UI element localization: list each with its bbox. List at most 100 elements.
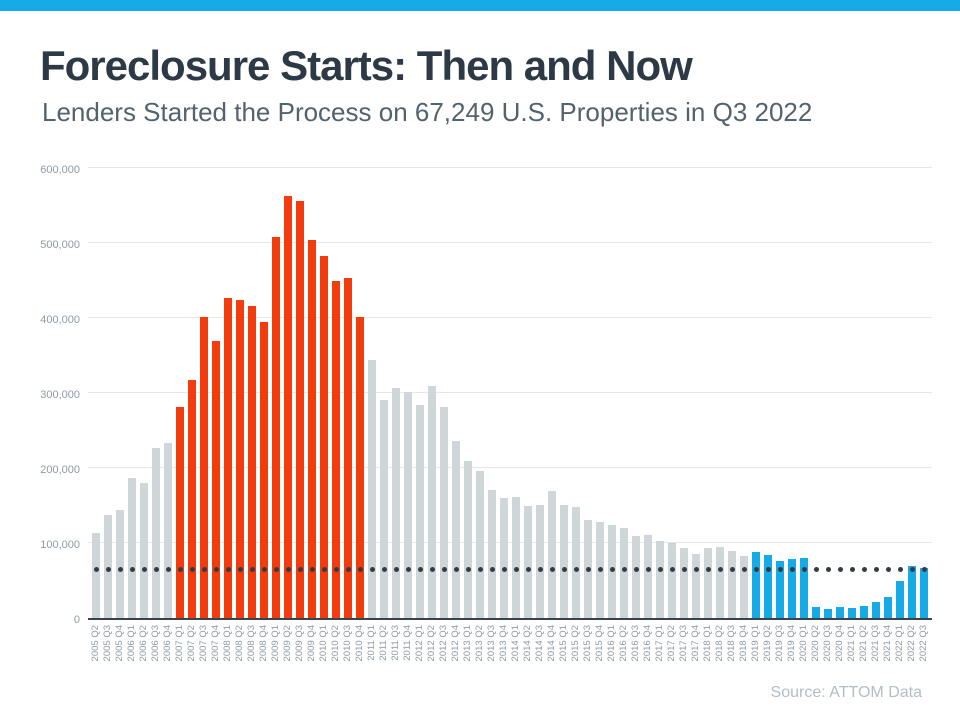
x-tick-slot: 2008 Q3 [246, 625, 257, 677]
bar-2021-q2 [860, 606, 868, 618]
x-tick-label: 2013 Q2 [474, 625, 485, 662]
reference-dot-slot [740, 567, 748, 573]
bar-2018-q3 [728, 551, 736, 618]
bar-2006-q1 [128, 477, 136, 618]
x-tick-slot: 2021 Q1 [846, 625, 857, 677]
bar-2008-q2 [236, 300, 244, 618]
reference-dot-slot [644, 567, 652, 573]
bar-2012-q1 [416, 405, 424, 618]
reference-dot [381, 567, 387, 573]
reference-dot-slot [572, 567, 580, 573]
x-tick-label: 2015 Q3 [582, 625, 593, 662]
x-tick-slot: 2014 Q4 [546, 625, 557, 677]
reference-dot [429, 567, 435, 573]
x-tick-slot: 2022 Q1 [894, 625, 905, 677]
bar-2010-q3 [344, 278, 352, 618]
x-tick-slot: 2018 Q3 [726, 625, 737, 677]
bar-2005-q3 [104, 515, 112, 618]
reference-dot-slot [728, 567, 736, 573]
reference-dot-slot [416, 567, 424, 573]
reference-dot-slot [92, 567, 100, 573]
x-tick-slot: 2017 Q3 [678, 625, 689, 677]
x-tick-label: 2018 Q3 [726, 625, 737, 662]
reference-dot [753, 567, 759, 573]
reference-dot [825, 567, 831, 573]
x-tick-slot: 2008 Q2 [234, 625, 245, 677]
x-tick-slot: 2008 Q1 [222, 625, 233, 677]
reference-dot-slot [440, 567, 448, 573]
bar-2017-q2 [668, 543, 676, 618]
reference-dot-slot [560, 567, 568, 573]
x-tick-label: 2016 Q4 [642, 625, 653, 662]
reference-dot-slot [512, 567, 520, 573]
reference-dot-slot [308, 567, 316, 573]
bar-2013-q4 [500, 498, 508, 618]
reference-dot-slot [884, 567, 892, 573]
bar-2014-q1 [512, 496, 520, 618]
x-tick-label: 2005 Q3 [102, 625, 113, 662]
reference-dot [321, 567, 327, 573]
x-tick-label: 2021 Q4 [882, 625, 893, 662]
bar-2019-q3 [776, 561, 784, 618]
x-tick-slot: 2020 Q1 [798, 625, 809, 677]
reference-dot-slot [632, 567, 640, 573]
reference-dot-slot [404, 567, 412, 573]
x-tick-label: 2011 Q3 [390, 625, 401, 661]
reference-dot [633, 567, 639, 573]
x-tick-label: 2015 Q1 [558, 625, 569, 662]
reference-dot-slot [392, 567, 400, 573]
bar-2017-q1 [656, 540, 664, 618]
reference-dot [573, 567, 579, 573]
reference-dot [621, 567, 627, 573]
reference-dot-slot [368, 567, 376, 573]
reference-dot-slot [524, 567, 532, 573]
reference-dot [405, 567, 411, 573]
reference-dot [357, 567, 363, 573]
x-tick-label: 2019 Q4 [786, 625, 797, 662]
x-tick-slot: 2019 Q3 [774, 625, 785, 677]
reference-dot-slot [128, 567, 136, 573]
bar-2021-q4 [884, 597, 892, 618]
reference-dot [465, 567, 471, 573]
reference-dot [93, 567, 99, 573]
reference-dot-slot [668, 567, 676, 573]
bar-2009-q3 [296, 201, 304, 618]
reference-dot [681, 567, 687, 573]
bar-2010-q2 [332, 281, 340, 618]
bar-2014-q3 [536, 504, 544, 618]
bar-2020-q1 [800, 558, 808, 618]
bar-2020-q2 [812, 606, 820, 618]
x-tick-label: 2012 Q3 [438, 625, 449, 662]
reference-dot-slot [356, 567, 364, 573]
x-tick-label: 2009 Q4 [306, 625, 317, 662]
reference-dot-slot [908, 567, 916, 573]
bar-2011-q3 [392, 387, 400, 618]
x-tick-slot: 2011 Q4 [402, 625, 413, 677]
gridline [88, 317, 932, 318]
reference-dot-slot [320, 567, 328, 573]
reference-dot [177, 567, 183, 573]
reference-dot [201, 567, 207, 573]
x-tick-label: 2019 Q3 [774, 625, 785, 662]
x-tick-slot: 2015 Q4 [594, 625, 605, 677]
reference-dot [297, 567, 303, 573]
reference-dot [645, 567, 651, 573]
bars [92, 170, 928, 618]
reference-dot [861, 567, 867, 573]
reference-dot [285, 567, 291, 573]
x-tick-label: 2010 Q4 [354, 625, 365, 662]
bar-2014-q2 [524, 506, 532, 618]
reference-dot-slot [284, 567, 292, 573]
x-tick-label: 2014 Q4 [546, 625, 557, 662]
reference-dot [165, 567, 171, 573]
reference-dot [585, 567, 591, 573]
x-tick-slot: 2014 Q3 [534, 625, 545, 677]
reference-dot-slot [824, 567, 832, 573]
reference-dot-slot [812, 567, 820, 573]
x-tick-label: 2007 Q1 [174, 625, 185, 662]
x-tick-slot: 2007 Q1 [174, 625, 185, 677]
x-tick-label: 2006 Q1 [126, 625, 137, 662]
x-tick-label: 2010 Q1 [318, 625, 329, 662]
x-tick-slot: 2007 Q4 [210, 625, 221, 677]
reference-dot [225, 567, 231, 573]
